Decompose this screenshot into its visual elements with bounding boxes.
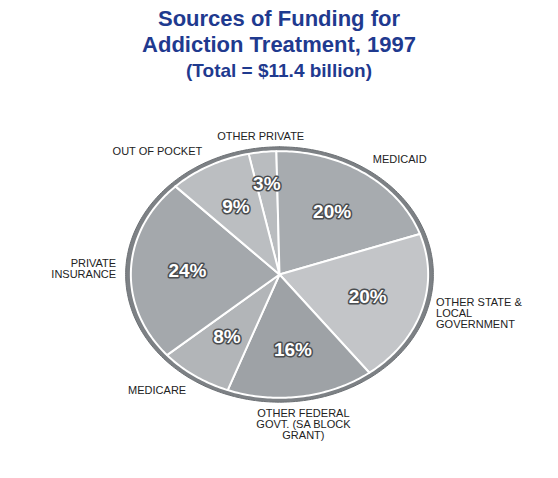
html-text:(Total = $11.4 billion): (Total = $11.4 billion): [186, 60, 372, 81]
svg-text:3%: 3%: [253, 173, 281, 194]
svg-text:16%: 16%: [274, 339, 312, 360]
svg-text:8%: 8%: [213, 326, 241, 347]
svg-text:20%: 20%: [313, 201, 351, 222]
svg-text:MEDICAID: MEDICAID: [373, 153, 427, 165]
svg-text:OTHER FEDERALGOVT. (SA BLOCKGR: OTHER FEDERALGOVT. (SA BLOCKGRANT): [256, 407, 351, 441]
svg-text:OUT OF POCKET: OUT OF POCKET: [113, 145, 203, 157]
html-text:Sources of Funding for Addicti: Sources of Funding for Addiction Treatme…: [142, 6, 416, 57]
svg-text:9%: 9%: [222, 196, 250, 217]
svg-text:24%: 24%: [168, 260, 206, 281]
svg-text:MEDICARE: MEDICARE: [128, 384, 186, 396]
svg-text:PRIVATEINSURANCE: PRIVATEINSURANCE: [51, 257, 116, 280]
svg-text:OTHER STATE &LOCALGOVERNMENT: OTHER STATE &LOCALGOVERNMENT: [436, 296, 522, 330]
svg-text:OTHER PRIVATE: OTHER PRIVATE: [217, 130, 304, 142]
svg-text:20%: 20%: [349, 286, 387, 307]
